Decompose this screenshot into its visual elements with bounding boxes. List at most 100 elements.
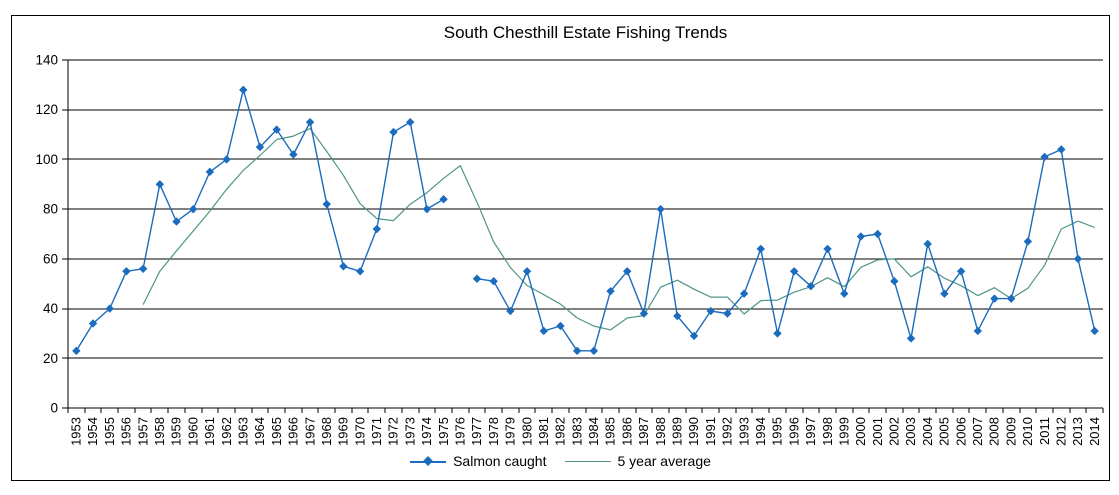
legend-label-5-year-average: 5 year average [617, 453, 711, 469]
diamond-marker [806, 282, 816, 291]
diamond-marker [556, 321, 565, 331]
chart-frame: South Chesthill Estate Fishing Trends 0 2… [11, 15, 1110, 481]
year-label: 1975 [436, 417, 451, 446]
year-label: 1970 [352, 417, 367, 446]
year-label: 1957 [135, 417, 150, 446]
chart-legend: Salmon caught 5 year average [12, 453, 1109, 469]
year-label: 1955 [102, 417, 117, 446]
diamond-marker [673, 311, 682, 321]
diamond-marker [138, 264, 148, 273]
year-label: 1958 [152, 417, 167, 446]
year-label: 1964 [252, 417, 267, 446]
year-label: 2003 [903, 417, 918, 446]
year-label: 1995 [770, 417, 785, 446]
year-label: 1966 [286, 417, 301, 446]
year-label: 1991 [703, 417, 718, 446]
year-label: 2007 [970, 417, 985, 446]
year-label: 1997 [803, 417, 818, 446]
legend-item-salmon-caught: Salmon caught [410, 453, 547, 469]
y-axis-label: 20 [43, 351, 58, 366]
year-label: 2008 [987, 417, 1002, 446]
year-label: 2002 [887, 417, 902, 446]
diamond-marker [422, 204, 432, 214]
year-label: 1979 [503, 417, 518, 446]
diamond-marker [706, 306, 715, 316]
year-label: 1980 [519, 417, 534, 446]
diamond-marker [639, 309, 649, 318]
diamond-marker [873, 229, 882, 239]
diamond-marker [890, 277, 899, 286]
diamond-marker [322, 199, 331, 209]
diamond-marker [489, 277, 498, 286]
year-label: 1998 [820, 417, 835, 446]
diamond-marker [506, 306, 515, 316]
average-line-swatch [564, 460, 611, 462]
y-gridlines [62, 59, 1103, 409]
diamond-marker [172, 217, 181, 226]
diamond-marker [439, 195, 448, 204]
diamond-marker [589, 346, 599, 356]
diamond-marker [305, 117, 315, 127]
y-axis-label: 60 [43, 251, 58, 266]
year-label: 2001 [870, 417, 885, 446]
salmon-line-with-diamond-icon [410, 456, 447, 467]
year-label: 2004 [920, 417, 935, 446]
year-label: 2012 [1054, 417, 1069, 446]
year-label: 1954 [85, 417, 100, 446]
salmon-series-line [75, 89, 1096, 352]
y-axis-label: 80 [43, 202, 58, 217]
year-label: 1978 [486, 417, 501, 446]
year-label: 1961 [202, 417, 217, 446]
diamond-marker [339, 262, 348, 271]
y-axis-label: 40 [43, 301, 58, 316]
year-label: 2000 [853, 417, 868, 446]
diamond-marker [1006, 294, 1016, 303]
average-series-line [142, 128, 1095, 331]
legend-item-5-year-average: 5 year average [564, 453, 711, 469]
diamond-marker [122, 267, 131, 276]
year-label: 2013 [1070, 417, 1085, 446]
diamond-marker [656, 204, 665, 214]
year-label: 1953 [69, 417, 84, 446]
diamond-marker [773, 329, 782, 338]
diamond-marker [1040, 152, 1049, 162]
diamond-marker [88, 319, 98, 328]
diamond-marker [940, 289, 949, 298]
year-label: 1996 [786, 417, 801, 446]
diamond-marker [406, 117, 415, 127]
year-label: 2005 [937, 417, 952, 446]
x-axis-ticks [67, 408, 1104, 413]
year-label: 2014 [1087, 417, 1102, 446]
diamond-marker [355, 267, 365, 276]
average-line-icon [564, 456, 611, 467]
year-label: 1969 [336, 417, 351, 446]
diamond-marker [606, 286, 615, 296]
year-label: 1960 [185, 417, 200, 446]
diamond-marker [372, 224, 382, 234]
year-label: 1963 [236, 417, 251, 446]
diamond-marker [389, 127, 398, 137]
year-label: 2006 [953, 417, 968, 446]
diamond-marker [1023, 237, 1033, 246]
diamond-marker [189, 204, 198, 214]
diamond-marker [789, 267, 799, 276]
year-label: 1971 [369, 417, 384, 446]
diamond-marker [723, 309, 732, 318]
year-label: 1962 [219, 417, 234, 446]
year-label: 1974 [419, 417, 434, 446]
diamond-marker [105, 304, 114, 313]
y-axis-label: 120 [35, 102, 58, 117]
diamond-marker [222, 155, 231, 164]
salmon-series-markers [72, 85, 1099, 356]
year-label: 1965 [269, 417, 284, 446]
diamond-marker [956, 267, 966, 276]
diamond-marker [239, 85, 248, 95]
diamond-marker [1090, 326, 1099, 336]
year-label: 2009 [1003, 417, 1018, 446]
diamond-marker [990, 294, 999, 303]
diamond-marker [823, 244, 832, 254]
diamond-marker [472, 274, 482, 283]
year-label: 1990 [686, 417, 701, 446]
year-label: 1973 [402, 417, 417, 446]
